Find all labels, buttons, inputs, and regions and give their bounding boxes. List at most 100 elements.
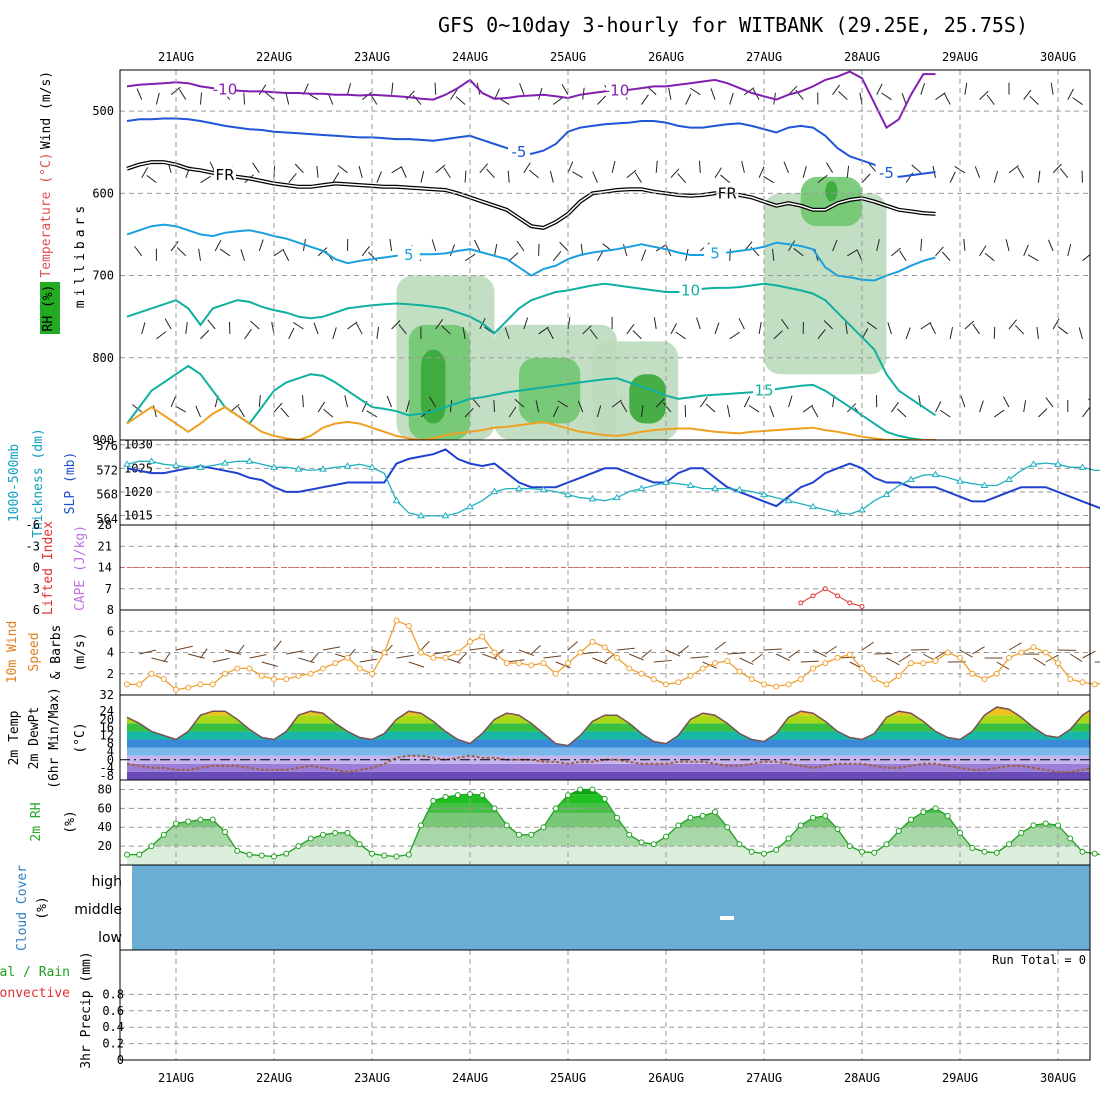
- wind-label-0: 10m Wind: [5, 621, 20, 684]
- barb: [592, 657, 608, 665]
- rh-point: [810, 814, 816, 821]
- barb: [507, 170, 510, 183]
- rh-point: [638, 839, 645, 846]
- barb: [714, 167, 722, 178]
- barb: [170, 241, 179, 252]
- barb: [949, 326, 953, 339]
- barb: [743, 396, 751, 408]
- barb: [641, 649, 652, 659]
- barb: [386, 395, 393, 408]
- barb: [896, 408, 907, 418]
- barb: [727, 652, 746, 655]
- barb: [555, 661, 571, 669]
- temp-band-6: [127, 723, 1090, 732]
- barb: [898, 654, 911, 663]
- barb: [156, 331, 167, 340]
- barb: [1015, 324, 1025, 335]
- barb: [1093, 83, 1097, 94]
- rh-cell-7: [764, 193, 887, 375]
- rh-point: [883, 841, 890, 848]
- barb: [559, 241, 569, 252]
- barb: [1023, 244, 1029, 257]
- barb: [504, 327, 510, 340]
- barb: [219, 248, 231, 257]
- panel-wind-10m: 2 4 6 8 10m Wind Speed & Barbs (m/s): [5, 603, 1100, 696]
- wind-speed-point: [981, 676, 988, 683]
- barb: [464, 170, 467, 183]
- barb: [859, 92, 863, 105]
- contour-label--5: -5: [879, 164, 894, 182]
- thickness-point: [882, 490, 891, 498]
- barb: [486, 168, 495, 179]
- barb: [1057, 326, 1069, 335]
- thickness-tick-564: 564: [96, 512, 118, 526]
- barb: [832, 239, 838, 252]
- barb: [523, 317, 529, 330]
- barb: [441, 325, 451, 335]
- rh-point: [418, 822, 424, 829]
- wind-speed-point: [491, 649, 498, 656]
- barb: [653, 317, 657, 330]
- barb: [881, 92, 892, 101]
- wind-speed-point: [356, 665, 363, 672]
- thickness-point: [515, 484, 523, 492]
- thickness-point: [1005, 475, 1013, 482]
- barb: [153, 405, 157, 418]
- thickness-point: [686, 481, 695, 489]
- barb: [1050, 82, 1054, 95]
- wind-speed-point: [369, 670, 375, 677]
- barb: [164, 318, 172, 330]
- wind-speed-point: [957, 654, 963, 661]
- thickness-point: [221, 459, 229, 466]
- precip-legend-1: Convective: [0, 986, 70, 1001]
- rh-cell-2: [421, 349, 446, 424]
- barb: [641, 94, 649, 105]
- barb: [547, 328, 554, 340]
- barb: [538, 87, 543, 100]
- wind-speed-point: [908, 660, 914, 667]
- wind-speed-point: [1006, 654, 1012, 661]
- wind-speed-point: [663, 681, 669, 688]
- bottom-day-label-28AUG: 28AUG: [844, 1071, 880, 1085]
- wind-speed-point: [810, 665, 816, 672]
- barb: [195, 405, 201, 418]
- barb: [577, 400, 584, 413]
- rh-band-1: [127, 827, 1090, 847]
- rh-cell-6: [629, 374, 666, 424]
- wind-speed-point: [405, 622, 412, 629]
- barb: [963, 238, 966, 251]
- thickness-point: [196, 463, 205, 470]
- barb: [699, 396, 708, 408]
- slp-tick-1030: 1030: [124, 438, 153, 452]
- barb: [641, 249, 647, 261]
- temp-tick--4: -4: [100, 761, 114, 775]
- barb: [370, 93, 378, 105]
- rh-point: [565, 792, 571, 799]
- contour-label-bg: [716, 184, 739, 201]
- barb: [714, 641, 726, 651]
- barb: [361, 246, 370, 257]
- barb: [935, 92, 946, 101]
- barb: [626, 169, 637, 179]
- barb: [769, 405, 775, 418]
- barb: [535, 400, 540, 413]
- slp-tick-1020: 1020: [124, 485, 153, 499]
- wind-speed-point: [503, 660, 510, 667]
- rh-tick-20: 20: [98, 839, 112, 853]
- contour-label-bg: [214, 166, 236, 183]
- barb: [400, 166, 407, 178]
- wind-speed-point: [234, 665, 241, 672]
- rh-unit-label: (%): [63, 810, 78, 833]
- top-day-label-28AUG: 28AUG: [844, 50, 880, 64]
- barb: [200, 329, 210, 340]
- panels: -10-10-10-5-5FRFR551015500600700800900mi…: [0, 69, 1100, 1069]
- contour-line-10: [126, 282, 937, 417]
- barb: [443, 167, 451, 178]
- lifted-index-line: [800, 588, 863, 607]
- wind-speed-point: [1067, 676, 1074, 683]
- li-tick--3: -3: [26, 539, 40, 553]
- temp-band-1: [127, 763, 1090, 772]
- rh-point: [1079, 848, 1086, 855]
- barb: [198, 248, 201, 261]
